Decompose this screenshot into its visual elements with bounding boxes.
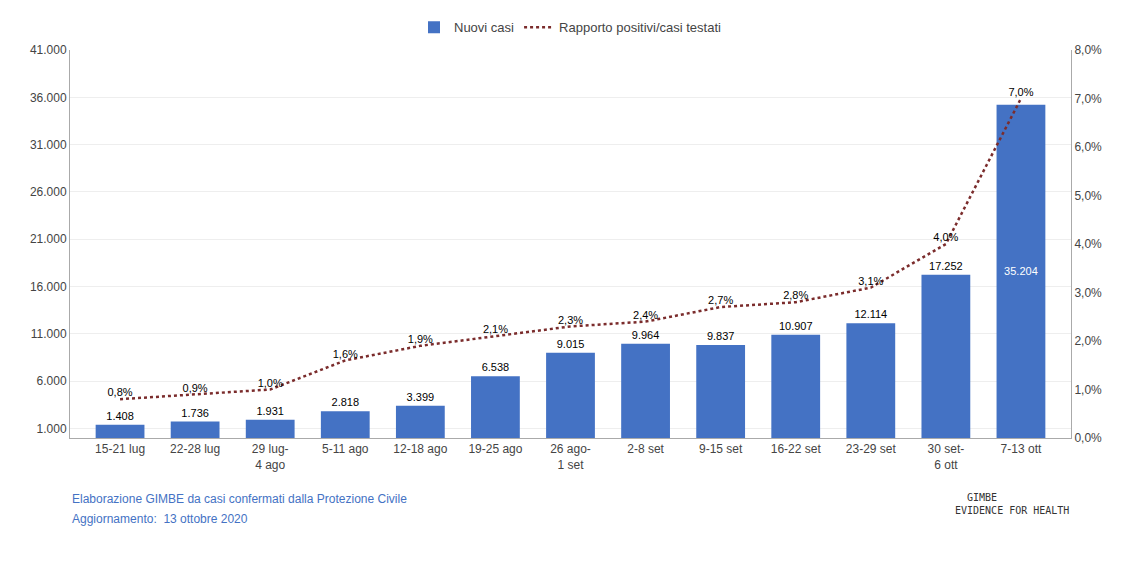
svg-text:1.931: 1.931 [256,405,284,417]
svg-text:5,0%: 5,0% [1074,189,1102,203]
svg-text:19-25 ago: 19-25 ago [468,442,522,456]
svg-text:1.736: 1.736 [181,407,209,419]
svg-text:23-29 set: 23-29 set [846,442,897,456]
svg-text:1.000: 1.000 [37,422,67,436]
svg-text:10.907: 10.907 [779,320,813,332]
svg-text:Nuovi casi: Nuovi casi [454,20,514,35]
svg-text:15-21 lug: 15-21 lug [95,442,145,456]
svg-text:30 set-6 ott: 30 set-6 ott [928,442,965,472]
svg-text:9-15 set: 9-15 set [699,442,743,456]
svg-text:17.252: 17.252 [929,260,963,272]
svg-text:Elaborazione GIMBE da casi con: Elaborazione GIMBE da casi confermati da… [72,492,407,506]
svg-text:4,0%: 4,0% [933,231,958,243]
svg-text:29 lug-4 ago: 29 lug-4 ago [252,442,289,472]
svg-text:2,8%: 2,8% [783,289,808,301]
svg-text:21.000: 21.000 [30,232,67,246]
svg-text:0,9%: 0,9% [183,382,208,394]
svg-text:2,1%: 2,1% [483,323,508,335]
svg-text:35.204: 35.204 [1004,265,1038,277]
svg-text:1,9%: 1,9% [408,333,433,345]
svg-text:6.538: 6.538 [482,361,510,373]
svg-text:5-11 ago: 5-11 ago [322,442,369,456]
svg-text:1.408: 1.408 [106,410,134,422]
svg-text:2,4%: 2,4% [633,309,658,321]
svg-text:22-28 lug: 22-28 lug [170,442,220,456]
svg-text:3,1%: 3,1% [858,275,883,287]
svg-text:16-22 set: 16-22 set [771,442,822,456]
svg-text:GIMBEEVIDENCE FOR HEALTH: GIMBEEVIDENCE FOR HEALTH [955,492,1069,516]
svg-text:6.000: 6.000 [37,374,67,388]
svg-text:9.964: 9.964 [632,329,660,341]
svg-text:9.015: 9.015 [557,338,585,350]
svg-text:31.000: 31.000 [30,138,67,152]
svg-text:1,0%: 1,0% [1074,383,1102,397]
svg-text:7,0%: 7,0% [1074,92,1102,106]
svg-text:0,0%: 0,0% [1074,431,1102,445]
svg-text:3.399: 3.399 [407,391,435,403]
svg-text:12-18 ago: 12-18 ago [393,442,447,456]
svg-text:9.837: 9.837 [707,330,735,342]
svg-text:7-13 ott: 7-13 ott [1001,442,1042,456]
svg-text:11.000: 11.000 [31,327,67,341]
svg-text:8,0%: 8,0% [1074,43,1102,57]
svg-text:41.000: 41.000 [30,43,67,57]
svg-text:2-8 set: 2-8 set [627,442,664,456]
svg-text:16.000: 16.000 [30,280,67,294]
svg-text:36.000: 36.000 [30,91,67,105]
svg-text:3,0%: 3,0% [1074,286,1102,300]
svg-text:1,0%: 1,0% [258,377,283,389]
svg-text:26.000: 26.000 [30,185,67,199]
svg-text:12.114: 12.114 [854,308,887,320]
svg-text:Aggiornamento: 13 ottobre 202: Aggiornamento: 13 ottobre 2020 [72,512,248,526]
svg-text:2.818: 2.818 [332,396,360,408]
svg-text:2,3%: 2,3% [558,314,583,326]
svg-text:1,6%: 1,6% [333,348,358,360]
svg-text:26 ago-1 set: 26 ago-1 set [550,442,591,472]
svg-text:0,8%: 0,8% [108,386,133,398]
svg-text:4,0%: 4,0% [1074,237,1102,251]
svg-text:Rapporto positivi/casi testati: Rapporto positivi/casi testati [559,20,721,35]
svg-text:2,7%: 2,7% [708,294,733,306]
svg-text:6,0%: 6,0% [1074,140,1102,154]
svg-text:7,0%: 7,0% [1008,86,1033,98]
svg-text:2,0%: 2,0% [1074,334,1102,348]
